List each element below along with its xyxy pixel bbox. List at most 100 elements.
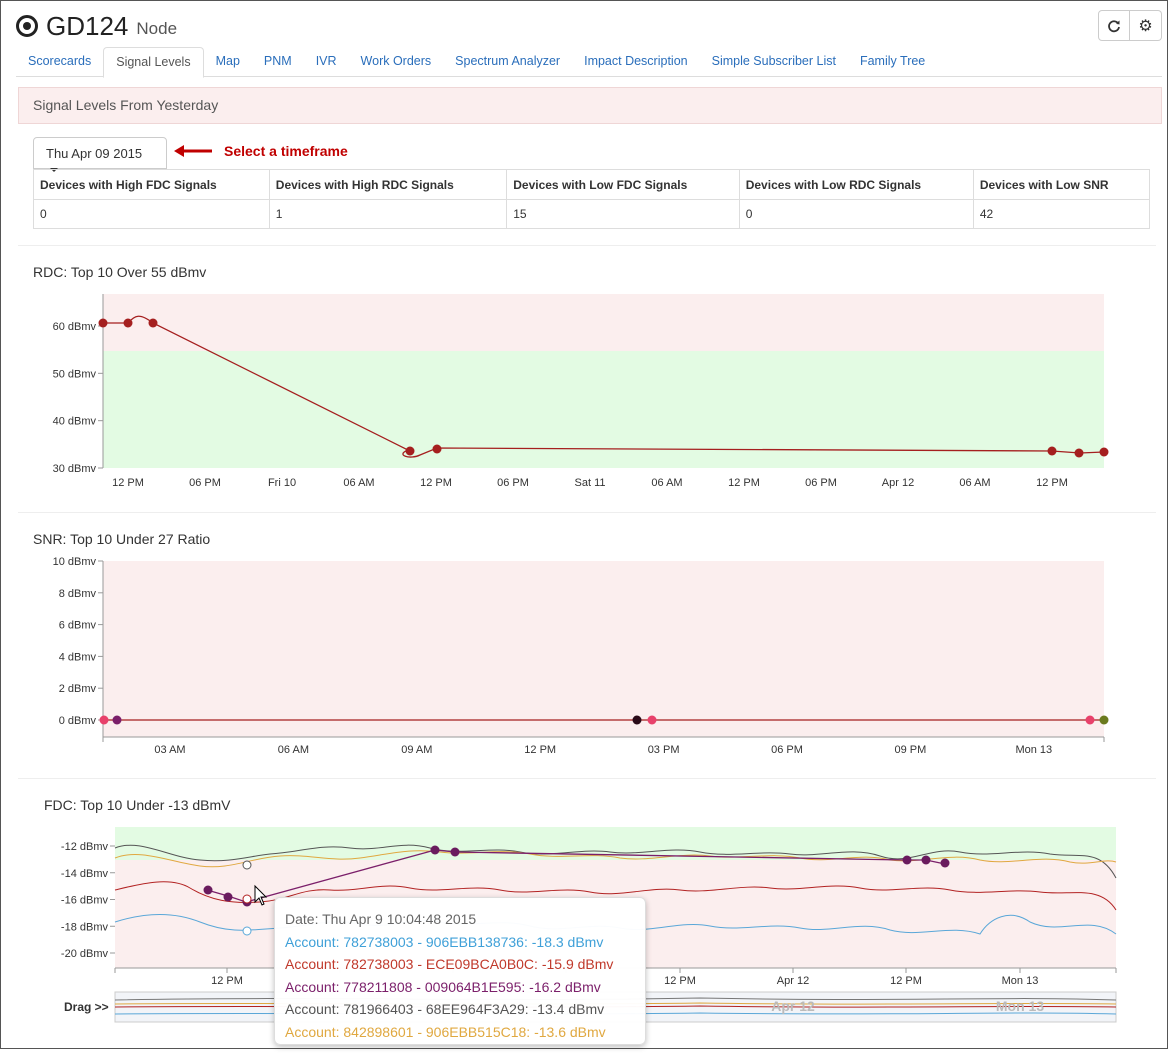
rdc-data-point[interactable] (148, 318, 158, 328)
tooltip-row: Account: 782738003 - ECE09BCA0B0C: -15.9… (285, 956, 614, 972)
x-tick-label: Apr 12 (777, 975, 809, 987)
left-arrow-icon (174, 145, 212, 157)
x-tick-label: Mon 13 (1015, 744, 1052, 756)
table-row: 0 1 15 0 42 (33, 199, 1151, 229)
navigator-tick: Apr 12 (771, 998, 815, 1014)
x-tick-label: 09 AM (401, 744, 432, 756)
rdc-data-point[interactable] (1074, 448, 1084, 458)
rdc-data-point[interactable] (405, 446, 415, 456)
x-tick-label: 06 AM (959, 477, 990, 489)
y-tick-label: 10 dBmv (53, 556, 97, 568)
tab-ivr[interactable]: IVR (315, 54, 337, 68)
tab-simple-subscriber-list[interactable]: Simple Subscriber List (711, 54, 836, 68)
fdc-series-line-5 (114, 850, 1117, 868)
col-low-snr: Devices with Low SNR (972, 169, 1151, 200)
rdc-data-point[interactable] (432, 444, 442, 454)
tab-signal-levels[interactable]: Signal Levels (103, 47, 204, 78)
x-tick-label: 12 PM (728, 477, 760, 489)
x-tick-label: 06 PM (497, 477, 529, 489)
fdc-data-point[interactable] (902, 855, 912, 865)
page-title: GD124 (46, 10, 129, 41)
refresh-icon (1108, 19, 1120, 32)
col-low-fdc: Devices with Low FDC Signals (506, 169, 740, 200)
y-tick-label: -20 dBmv (61, 948, 109, 960)
x-tick-label: 06 PM (189, 477, 221, 489)
x-tick-label: Apr 12 (882, 477, 914, 489)
x-tick-label: Sat 11 (575, 477, 606, 489)
high-fdc-count: 0 (33, 199, 270, 229)
snr-data-point[interactable] (647, 715, 657, 725)
snr-chart-title: SNR: Top 10 Under 27 Ratio (33, 531, 211, 547)
tab-pnm[interactable]: PNM (263, 54, 292, 68)
x-tick-label: 06 AM (278, 744, 309, 756)
x-tick-label: 06 PM (805, 477, 837, 489)
snr-alert-band (103, 561, 1104, 737)
x-tick-label: 03 AM (154, 744, 185, 756)
tab-family-tree[interactable]: Family Tree (859, 54, 926, 68)
tab-map[interactable]: Map (215, 54, 240, 68)
tooltip-date: Date: Thu Apr 9 10:04:48 2015 (285, 911, 477, 927)
y-tick-label: 6 dBmv (59, 620, 97, 632)
rdc-data-point[interactable] (98, 318, 108, 328)
fdc-data-point[interactable] (430, 845, 440, 855)
x-tick-label: 12 PM (420, 477, 452, 489)
table-header-row: Devices with High FDC Signals Devices wi… (33, 169, 1151, 200)
low-rdc-count: 0 (738, 199, 974, 229)
snr-data-point[interactable] (99, 715, 109, 725)
x-tick-label: Fri 10 (268, 477, 296, 489)
timeframe-value: Thu Apr 09 2015 (46, 146, 143, 161)
x-tick-label: 12 PM (211, 975, 243, 987)
snr-data-point[interactable] (1099, 715, 1109, 725)
panel-heading: Signal Levels From Yesterday (18, 87, 1162, 124)
snr-data-point[interactable] (632, 715, 642, 725)
y-tick-label: 60 dBmv (53, 321, 97, 333)
fdc-data-point[interactable] (203, 885, 213, 895)
fdc-data-point[interactable] (450, 847, 460, 857)
y-tick-label: 4 dBmv (59, 651, 97, 663)
rdc-data-point[interactable] (1099, 447, 1109, 457)
signal-stats-table: Devices with High FDC Signals Devices wi… (33, 169, 1151, 229)
gear-icon: ⚙ (1138, 17, 1153, 35)
snr-data-point[interactable] (1085, 715, 1095, 725)
y-tick-label: -12 dBmv (61, 841, 109, 853)
divider (18, 512, 1156, 513)
y-tick-label: 0 dBmv (59, 715, 97, 727)
refresh-button[interactable] (1098, 10, 1130, 41)
low-fdc-count: 15 (506, 199, 740, 229)
tab-scorecards[interactable]: Scorecards (28, 54, 92, 68)
snr-data-point[interactable] (112, 715, 122, 725)
col-high-rdc: Devices with High RDC Signals (268, 169, 508, 200)
tab-spectrum-analyzer[interactable]: Spectrum Analyzer (455, 54, 561, 68)
chart-tooltip: Date: Thu Apr 9 10:04:48 2015 Account: 7… (274, 897, 646, 1045)
x-tick-label: 12 PM (1036, 477, 1068, 489)
snr-chart[interactable]: 10 dBmv 8 dBmv 6 dBmv 4 dBmv 2 dBmv 0 dBmv 03… (0, 552, 1168, 772)
fdc-series-line-4 (114, 844, 1117, 879)
x-tick-label: 12 PM (890, 975, 922, 987)
rdc-chart-title: RDC: Top 10 Over 55 dBmv (33, 264, 207, 280)
col-low-rdc: Devices with Low RDC Signals (738, 169, 974, 200)
fdc-chart-title: FDC: Top 10 Under -13 dBmV (44, 797, 231, 813)
rdc-data-point[interactable] (123, 318, 133, 328)
x-tick-label: 06 AM (651, 477, 682, 489)
divider (18, 778, 1156, 779)
x-tick-label: 12 PM (524, 744, 556, 756)
tooltip-row: Account: 781966403 - 68EE964F3A29: -13.4… (285, 1001, 605, 1017)
fdc-data-point[interactable] (940, 858, 950, 868)
tab-work-orders[interactable]: Work Orders (360, 54, 432, 68)
y-tick-label: 8 dBmv (59, 588, 97, 600)
y-tick-label: 2 dBmv (59, 683, 97, 695)
x-tick-label: 06 PM (771, 744, 803, 756)
settings-button[interactable]: ⚙ (1130, 10, 1162, 41)
fdc-data-point[interactable] (921, 855, 931, 865)
rdc-data-point[interactable] (1047, 446, 1057, 456)
tooltip-row: Account: 778211808 - 009064B1E595: -16.2… (285, 978, 601, 995)
fdc-data-point[interactable] (223, 892, 233, 902)
navigator-tick: Mon 13 (996, 998, 1044, 1014)
timeframe-dropdown[interactable]: Thu Apr 09 2015 (33, 137, 167, 172)
mouse-cursor-icon (254, 884, 268, 906)
tab-impact-description[interactable]: Impact Description (584, 54, 688, 68)
y-tick-label: -18 dBmv (61, 921, 109, 933)
divider (18, 245, 1156, 246)
rdc-chart[interactable]: 60 dBmv 50 dBmv 40 dBmv 30 dBmv 12 PM 06 PM F… (0, 285, 1168, 505)
page-header: GD124 Node (16, 10, 177, 42)
